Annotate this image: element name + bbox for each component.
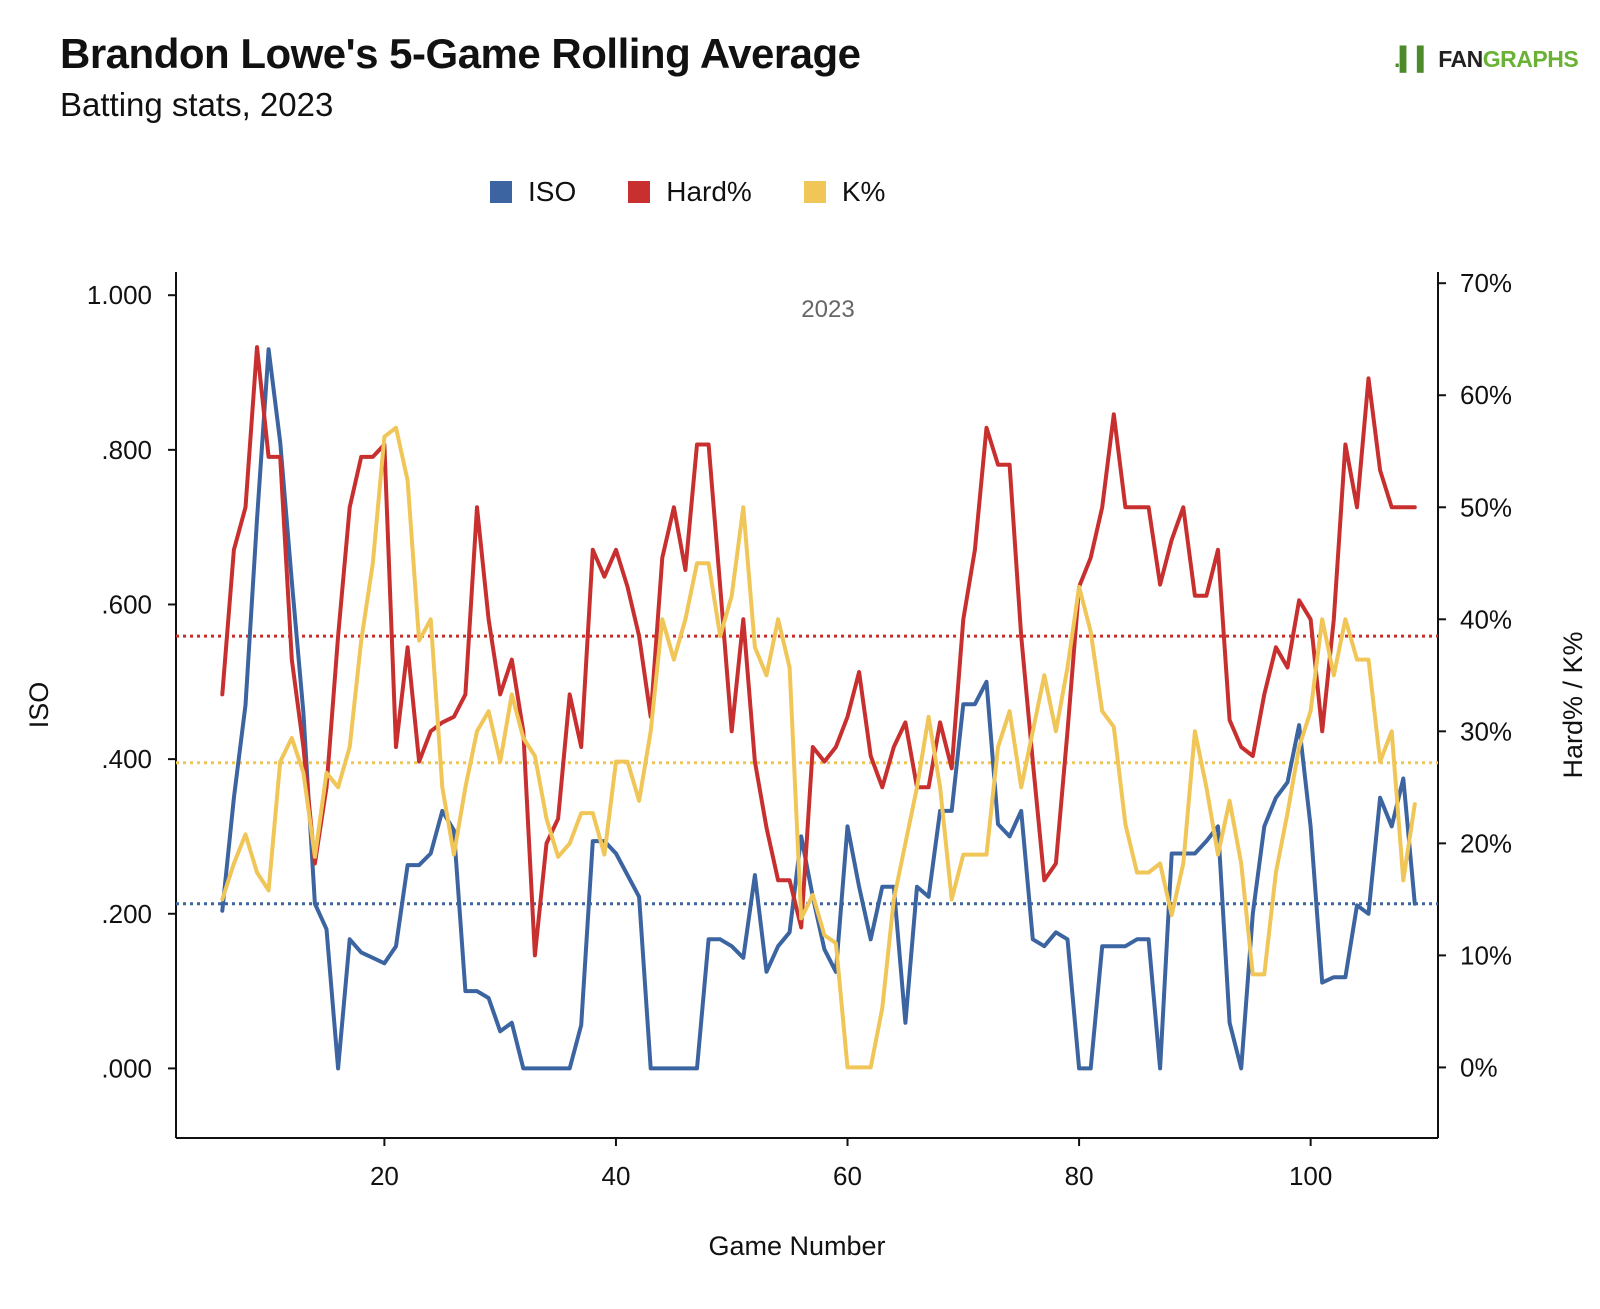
y-axis-title-left: ISO — [24, 682, 54, 729]
legend-swatch-k — [803, 181, 826, 203]
legend-item-hard: Hard% — [628, 176, 752, 208]
legend-label-iso: ISO — [528, 176, 577, 207]
fangraphs-logo-graphs: GRAPHS — [1482, 46, 1579, 72]
y-right-tick-label: 10% — [1460, 940, 1512, 970]
chart-subtitle: Batting stats, 2023 — [60, 86, 334, 123]
x-axis-title: Game Number — [708, 1231, 885, 1261]
legend-swatch-hard — [628, 181, 651, 203]
x-tick-label: 40 — [602, 1161, 631, 1191]
y-right-tick-label: 20% — [1460, 828, 1512, 858]
y-left-tick-label: .000 — [101, 1053, 152, 1083]
y-left-tick-label: .400 — [101, 744, 152, 774]
series-lines — [220, 345, 1417, 1071]
series-line-k — [220, 425, 1417, 1070]
series-line-hard — [220, 345, 1417, 958]
x-tick-label: 20 — [370, 1161, 399, 1191]
chart-title: Brandon Lowe's 5-Game Rolling Average — [60, 30, 861, 77]
y-right-tick-label: 0% — [1460, 1052, 1498, 1082]
y-axis-title-right: Hard% / K% — [1558, 631, 1588, 778]
y-right-tick-label: 60% — [1460, 380, 1512, 410]
plot-axes — [175, 272, 1439, 1139]
x-tick-label: 80 — [1065, 1161, 1094, 1191]
legend-swatch-iso — [490, 181, 512, 203]
legend-label-k: K% — [841, 176, 886, 207]
fangraphs-logo-mark: .▍▍ — [1394, 46, 1435, 72]
y-right-tick-label: 40% — [1460, 604, 1512, 634]
legend-item-k: K% — [803, 176, 886, 208]
legend-item-iso: ISO — [490, 176, 576, 208]
year-annotation: 2023 — [801, 296, 854, 323]
y-right-tick-label: 70% — [1460, 268, 1512, 298]
x-tick-label: 60 — [833, 1161, 862, 1191]
series-line-iso — [220, 347, 1417, 1071]
y-left-tick-label: 1.000 — [87, 280, 152, 310]
axis-ticks: 20 40 60 80 100 .000 .200 .400 .600 .800 1.000 0% 10… — [87, 268, 1512, 1191]
fangraphs-logo-fan: FAN — [1438, 46, 1483, 72]
legend-label-hard: Hard% — [666, 176, 752, 207]
y-left-tick-label: .200 — [101, 899, 152, 929]
y-right-tick-label: 30% — [1460, 716, 1512, 746]
y-left-tick-label: .600 — [101, 589, 152, 619]
chart-legend: ISO Hard% K% — [490, 174, 937, 210]
y-left-tick-label: .800 — [101, 435, 152, 465]
fangraphs-logo: .▍▍ FANGRAPHS — [1394, 46, 1579, 73]
y-right-tick-label: 50% — [1460, 492, 1512, 522]
x-tick-label: 100 — [1289, 1161, 1332, 1191]
